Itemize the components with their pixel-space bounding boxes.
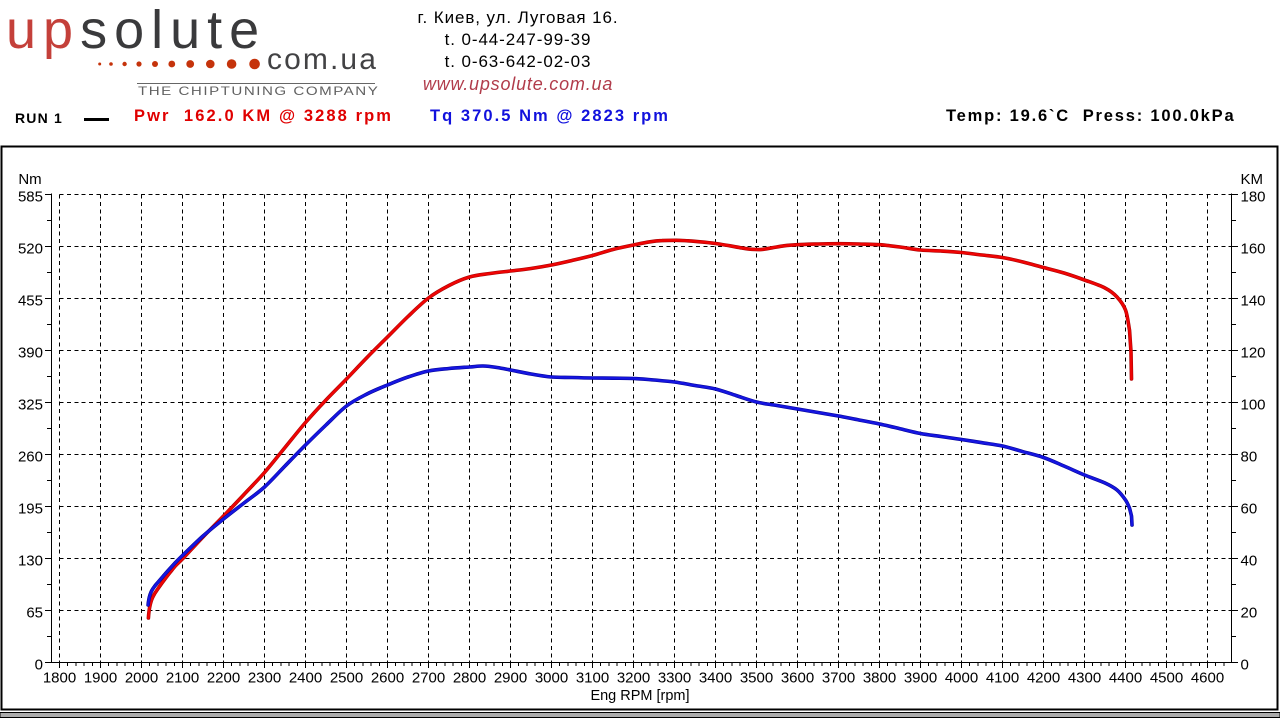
- svg-text:Nm: Nm: [18, 171, 41, 188]
- svg-text:1900: 1900: [84, 670, 117, 687]
- svg-text:4400: 4400: [1109, 670, 1142, 687]
- svg-text:3100: 3100: [576, 670, 609, 687]
- svg-text:3000: 3000: [535, 670, 568, 687]
- svg-text:60: 60: [1241, 501, 1258, 518]
- svg-text:120: 120: [1241, 345, 1266, 362]
- svg-text:20: 20: [1241, 605, 1258, 622]
- svg-text:3600: 3600: [781, 670, 814, 687]
- svg-text:4000: 4000: [945, 670, 978, 687]
- svg-text:Eng RPM [rpm]: Eng RPM [rpm]: [590, 688, 689, 704]
- svg-text:3400: 3400: [699, 670, 732, 687]
- svg-text:455: 455: [18, 293, 43, 310]
- svg-text:2600: 2600: [371, 670, 404, 687]
- svg-text:2000: 2000: [125, 670, 158, 687]
- svg-text:3200: 3200: [617, 670, 650, 687]
- svg-text:390: 390: [18, 345, 43, 362]
- svg-text:0: 0: [35, 657, 43, 674]
- svg-text:140: 140: [1241, 293, 1266, 310]
- svg-text:130: 130: [18, 553, 43, 570]
- svg-text:100: 100: [1241, 397, 1266, 414]
- svg-text:260: 260: [18, 449, 43, 466]
- svg-text:4100: 4100: [986, 670, 1019, 687]
- svg-text:65: 65: [26, 605, 43, 622]
- svg-text:4200: 4200: [1027, 670, 1060, 687]
- svg-text:3700: 3700: [822, 670, 855, 687]
- svg-text:4600: 4600: [1191, 670, 1224, 687]
- svg-text:3300: 3300: [658, 670, 691, 687]
- svg-text:180: 180: [1241, 189, 1266, 206]
- svg-text:195: 195: [18, 501, 43, 518]
- svg-text:3900: 3900: [904, 670, 937, 687]
- svg-text:2300: 2300: [248, 670, 281, 687]
- svg-text:1800: 1800: [43, 670, 76, 687]
- svg-text:2900: 2900: [494, 670, 527, 687]
- svg-text:520: 520: [18, 241, 43, 258]
- svg-text:2200: 2200: [207, 670, 240, 687]
- svg-text:40: 40: [1241, 553, 1258, 570]
- svg-text:2500: 2500: [330, 670, 363, 687]
- svg-text:3500: 3500: [740, 670, 773, 687]
- svg-text:325: 325: [18, 397, 43, 414]
- svg-text:0: 0: [1241, 657, 1249, 674]
- svg-text:585: 585: [18, 189, 43, 206]
- svg-text:80: 80: [1241, 449, 1258, 466]
- svg-text:2800: 2800: [453, 670, 486, 687]
- svg-text:4500: 4500: [1150, 670, 1183, 687]
- svg-text:4300: 4300: [1068, 670, 1101, 687]
- svg-text:2400: 2400: [289, 670, 322, 687]
- svg-text:160: 160: [1241, 241, 1266, 258]
- svg-text:2100: 2100: [166, 670, 199, 687]
- svg-text:2700: 2700: [412, 670, 445, 687]
- svg-text:3800: 3800: [863, 670, 896, 687]
- svg-text:KM: KM: [1241, 171, 1264, 188]
